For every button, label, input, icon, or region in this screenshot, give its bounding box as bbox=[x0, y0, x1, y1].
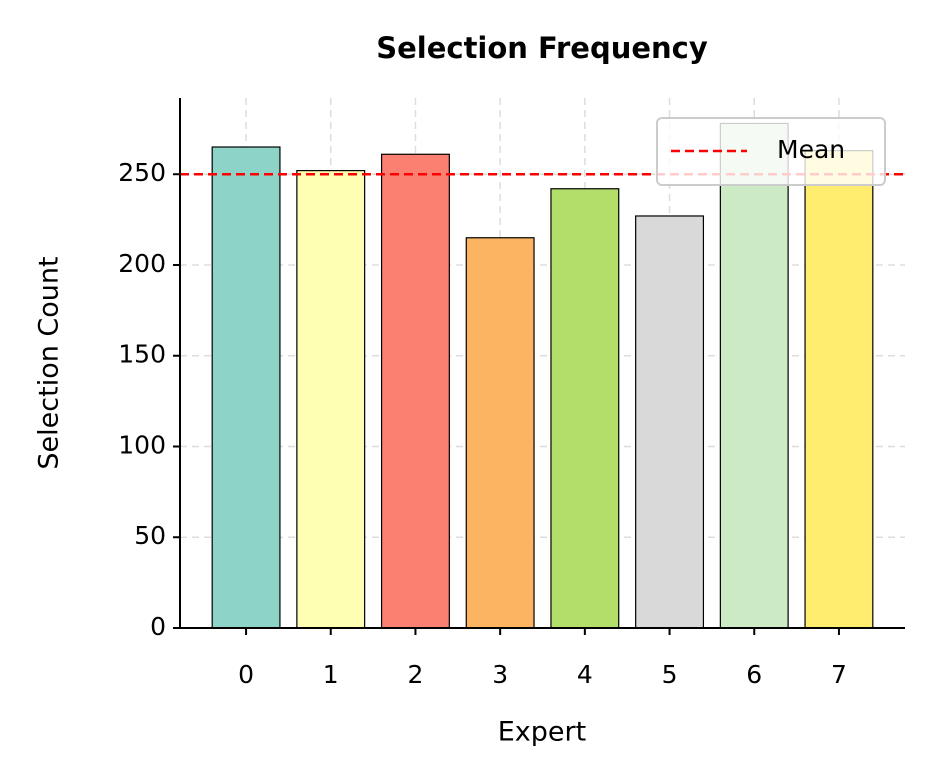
bar bbox=[719, 122, 789, 629]
y-tick-label: 0 bbox=[150, 612, 166, 641]
x-tick-label: 0 bbox=[238, 660, 254, 689]
x-tick-label: 5 bbox=[662, 660, 678, 689]
y-tick-label: 50 bbox=[134, 521, 166, 550]
bar bbox=[550, 188, 620, 629]
x-axis-label: Expert bbox=[498, 717, 586, 748]
bar bbox=[804, 150, 874, 629]
bar bbox=[296, 170, 366, 629]
chart-title: Selection Frequency bbox=[376, 31, 708, 65]
x-tick-label: 3 bbox=[492, 660, 508, 689]
x-tick-label: 1 bbox=[323, 660, 339, 689]
x-tick-label: 7 bbox=[831, 660, 847, 689]
y-tick-label: 200 bbox=[118, 249, 166, 278]
legend-box bbox=[656, 117, 886, 186]
y-tick-label: 150 bbox=[118, 340, 166, 369]
x-tick-label: 2 bbox=[408, 660, 424, 689]
bar bbox=[465, 237, 535, 629]
bar bbox=[211, 146, 281, 629]
y-tick-label: 100 bbox=[118, 430, 166, 459]
legend-label: Mean bbox=[777, 135, 845, 164]
y-tick-label: 250 bbox=[118, 158, 166, 187]
x-tick-label: 4 bbox=[577, 660, 593, 689]
bar bbox=[635, 215, 705, 629]
y-axis-label: Selection Count bbox=[34, 256, 65, 469]
x-tick-label: 6 bbox=[746, 660, 762, 689]
bar bbox=[380, 153, 450, 629]
